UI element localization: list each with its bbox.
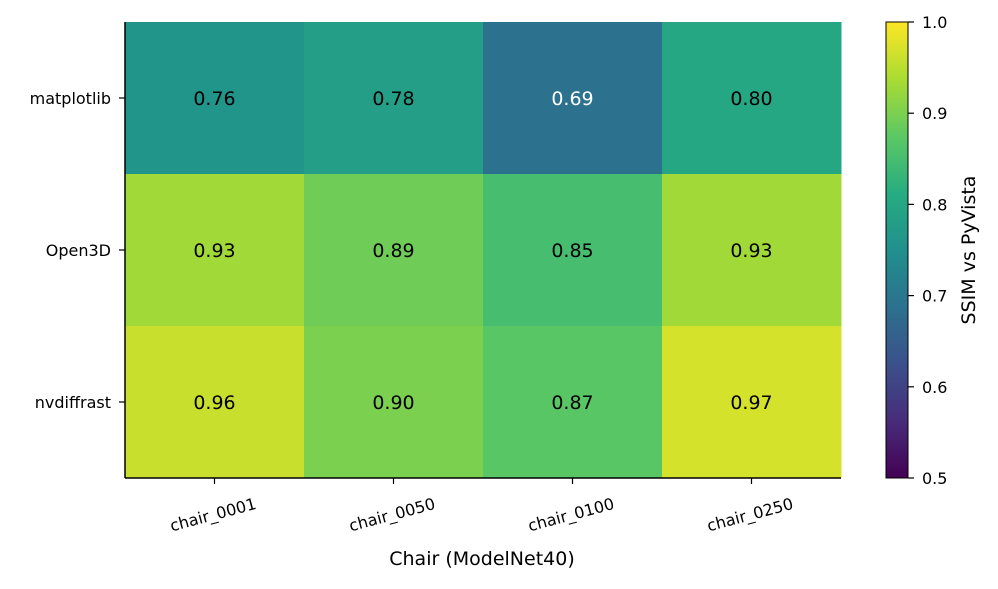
x-axis-ticks: chair_0001 chair_0050 chair_0100 chair_0250	[168, 478, 796, 536]
cell-value-label: 0.93	[730, 240, 772, 262]
y-axis-ticks: matplotlib Open3D nvdiffrast	[30, 89, 125, 412]
colorbar-tick-label: 0.8	[922, 195, 947, 214]
x-tick-label: chair_0050	[347, 494, 438, 536]
cell-value-label: 0.93	[193, 240, 235, 262]
colorbar-label: SSIM vs PyVista	[958, 176, 980, 325]
heatmap-cell	[125, 174, 305, 327]
colorbar-tick-label: 0.9	[922, 104, 947, 123]
colorbar-tick-label: 1.0	[922, 13, 947, 32]
heatmap-cell	[125, 22, 305, 175]
cell-value-label: 0.89	[372, 240, 414, 262]
heatmap-cell	[125, 326, 305, 479]
colorbar-tick-label: 0.5	[922, 469, 947, 488]
cell-value-label: 0.78	[372, 88, 414, 110]
x-tick-label: chair_0001	[168, 494, 259, 536]
heatmap-cell	[304, 326, 484, 479]
cell-value-label: 0.80	[730, 88, 772, 110]
cell-value-label: 0.96	[193, 392, 235, 414]
cell-value-label: 0.90	[372, 392, 414, 414]
colorbar-tick-label: 0.6	[922, 378, 947, 397]
cell-value-label: 0.97	[730, 392, 772, 414]
y-tick-label: nvdiffrast	[35, 393, 111, 412]
x-tick-label: chair_0250	[705, 494, 796, 536]
colorbar: 0.5 0.6 0.7 0.8 0.9 1.0	[885, 13, 947, 488]
x-tick-label: chair_0100	[526, 494, 617, 536]
heatmap-cell	[662, 22, 842, 175]
cell-value-label: 0.85	[551, 240, 593, 262]
y-tick-label: matplotlib	[30, 89, 111, 108]
cell-value-label: 0.87	[551, 392, 593, 414]
heatmap-cell	[483, 326, 663, 479]
cell-value-label: 0.76	[193, 88, 235, 110]
heatmap-cell	[662, 326, 842, 479]
heatmap-cell	[304, 22, 484, 175]
cell-value-label: 0.69	[551, 88, 593, 110]
heatmap-cell	[662, 174, 842, 327]
heatmap-cell	[304, 174, 484, 327]
colorbar-tick-label: 0.7	[922, 287, 947, 306]
colorbar-gradient	[885, 21, 909, 479]
x-axis-label: Chair (ModelNet40)	[389, 548, 574, 570]
y-tick-label: Open3D	[46, 241, 111, 260]
heatmap-cells: 0.76 0.78 0.69 0.80 0.93 0.89 0.85 0.93 0.96 0.90…	[125, 22, 842, 479]
heatmap-cell	[483, 22, 663, 175]
heatmap-cell	[483, 174, 663, 327]
